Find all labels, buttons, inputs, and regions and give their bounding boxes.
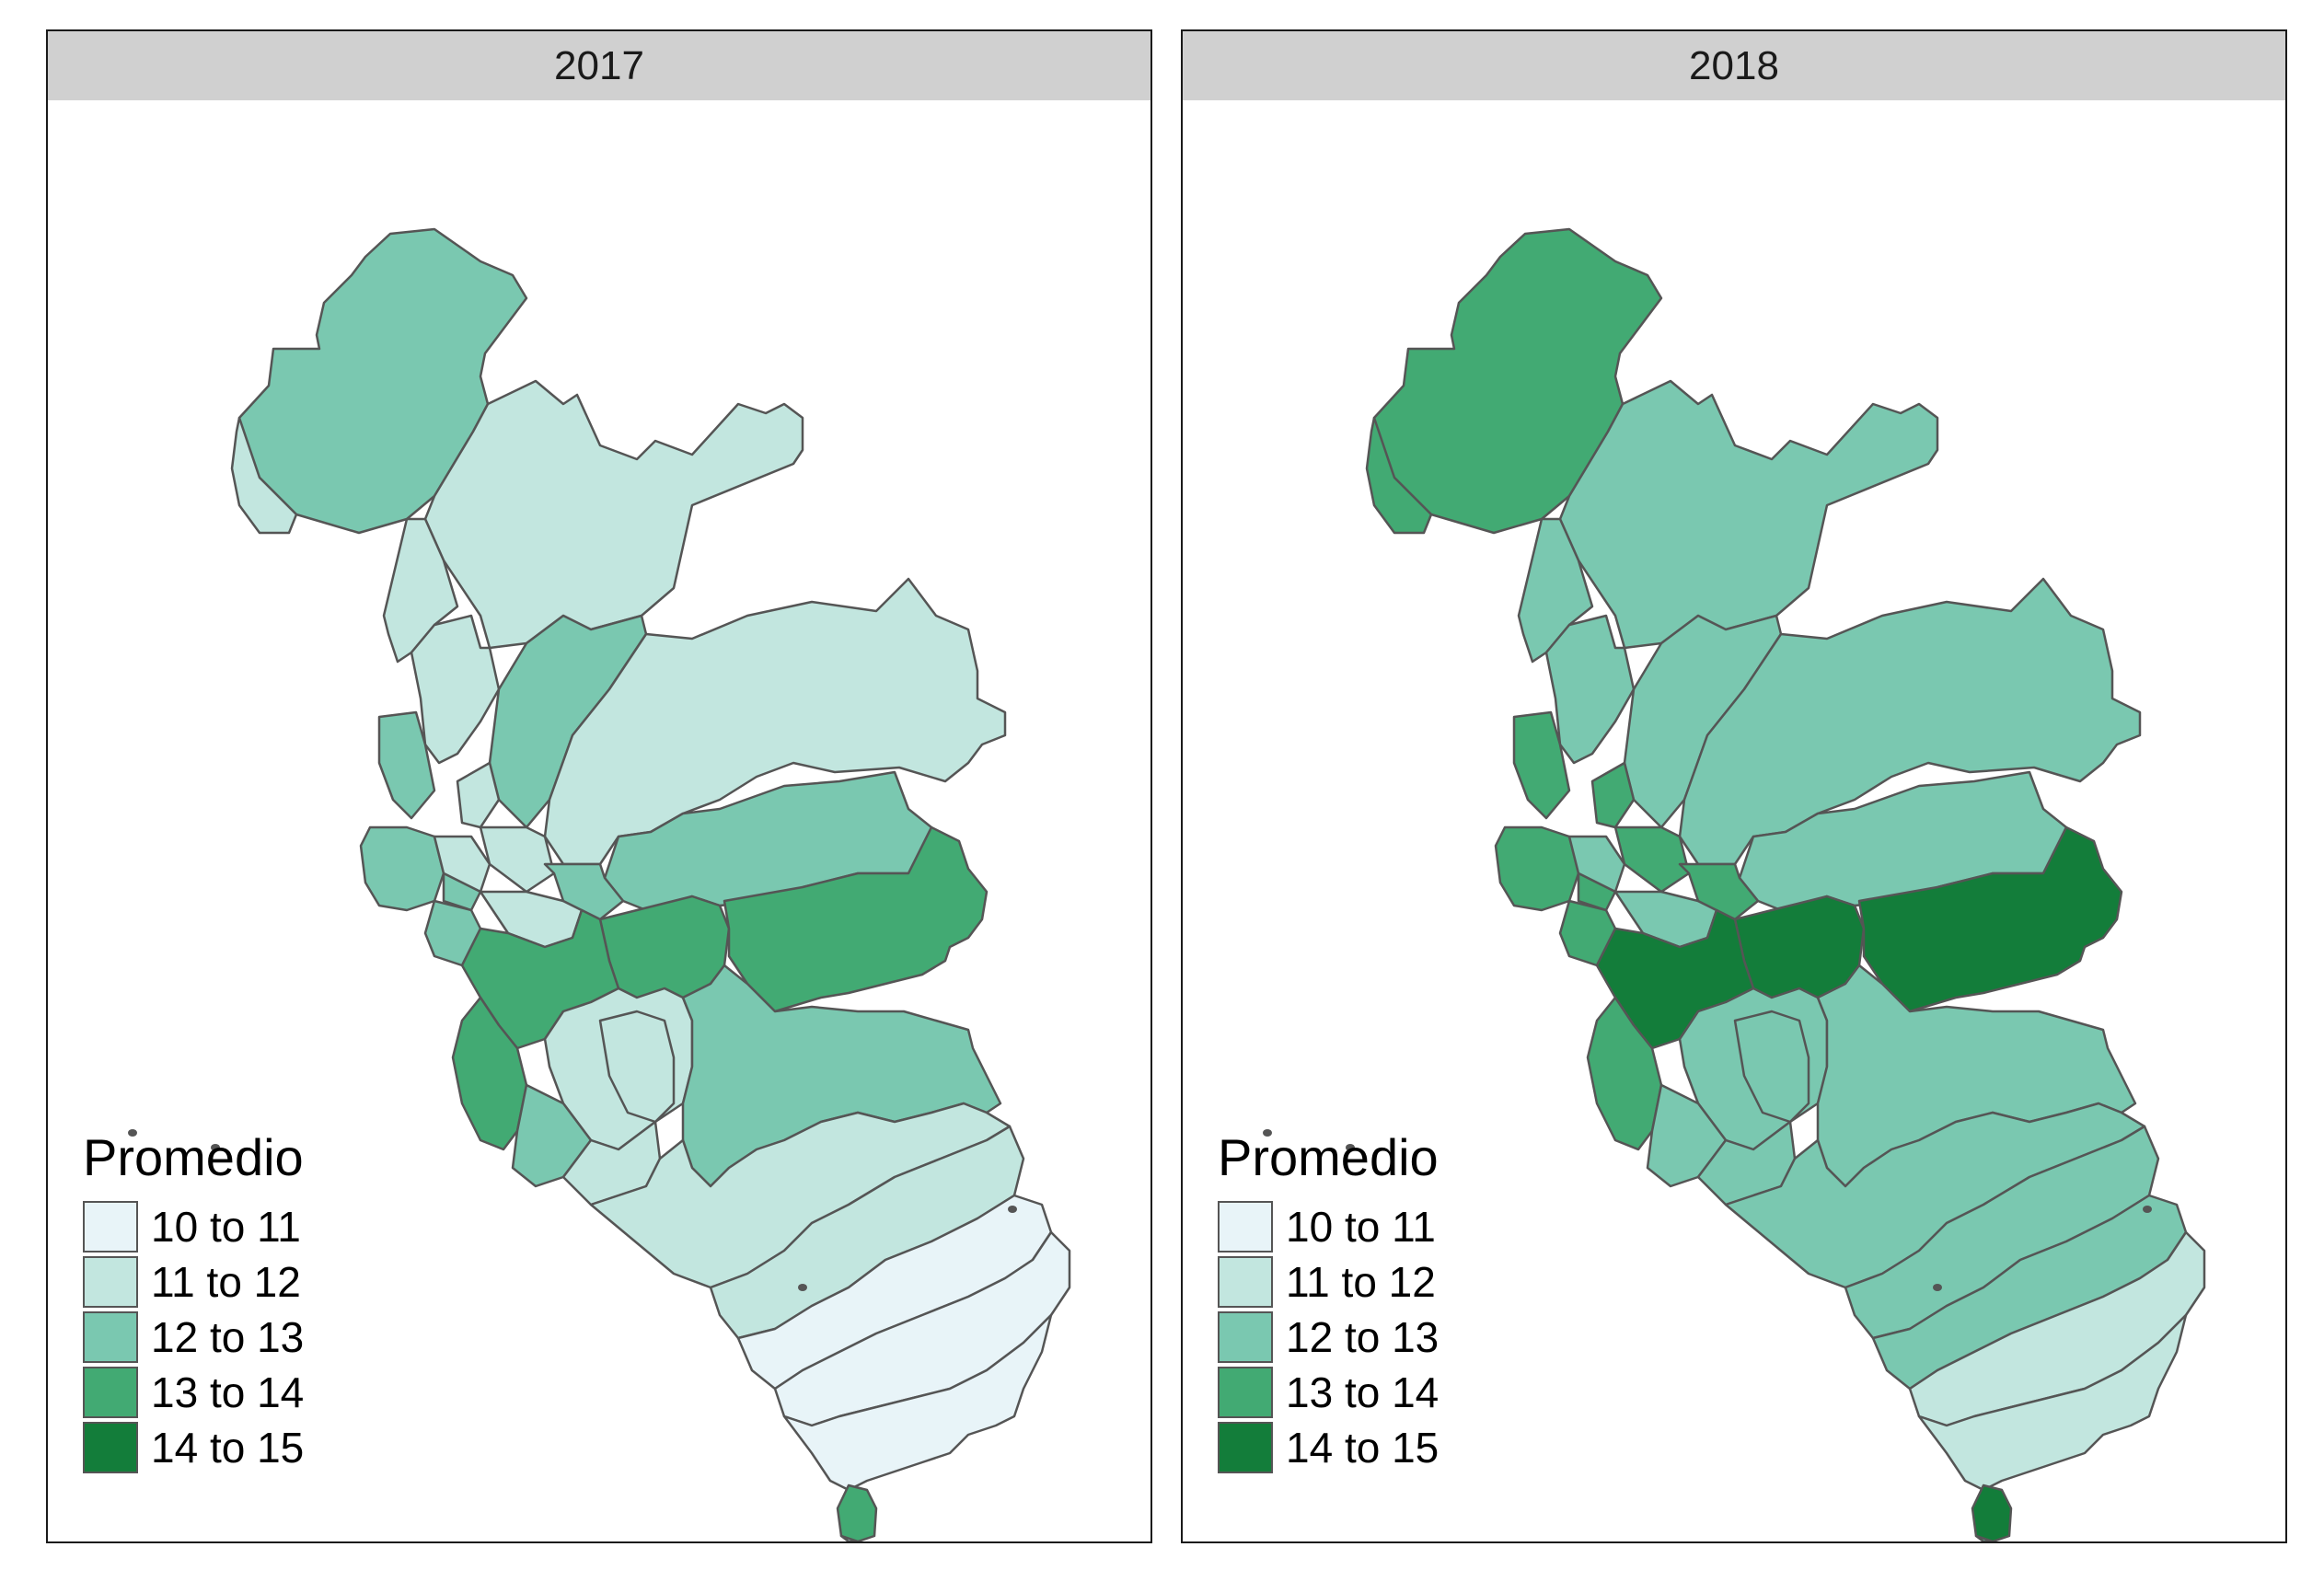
district-lima-2 xyxy=(1613,825,1691,894)
legend-label: 10 to 11 xyxy=(151,1202,301,1251)
district-north xyxy=(237,227,528,535)
district-north xyxy=(1372,227,1663,535)
legend-label: 13 to 14 xyxy=(1286,1368,1439,1416)
district-central-north xyxy=(456,761,501,829)
legend-title: Promedio xyxy=(1218,1128,1439,1186)
facet-strip: 2017 xyxy=(46,29,1152,102)
legend: Promedio 10 to 11 11 to 12 12 to 13 13 t… xyxy=(1218,1129,1439,1475)
district-tail xyxy=(1974,1534,1994,1541)
district-lima-west xyxy=(1494,825,1580,912)
district-south-a xyxy=(598,1010,676,1124)
legend-swatch xyxy=(1218,1310,1273,1363)
legend-item: 12 to 13 xyxy=(1218,1310,1439,1365)
choropleth-map xyxy=(128,227,1071,1541)
district-coast-sw2 xyxy=(1586,996,1663,1151)
island-shape xyxy=(1263,1129,1272,1137)
island-shape xyxy=(128,1129,137,1137)
island-shape xyxy=(1346,1144,1355,1151)
district-coast-a xyxy=(377,710,436,820)
district-north-central xyxy=(423,379,804,650)
legend-swatch xyxy=(1218,1200,1273,1253)
legend-item: 13 to 14 xyxy=(83,1365,304,1420)
district-east-upper xyxy=(543,577,1007,866)
legend-swatch xyxy=(83,1255,138,1308)
legend-item: 11 to 12 xyxy=(1218,1254,1439,1310)
legend-swatch xyxy=(1218,1255,1273,1308)
district-lima-1 xyxy=(1567,835,1626,894)
district-nw-coast xyxy=(1365,416,1433,535)
legend-label: 12 to 13 xyxy=(1286,1312,1439,1361)
legend-swatch xyxy=(83,1310,138,1363)
legend-swatch xyxy=(83,1366,138,1418)
district-nw-coast xyxy=(230,416,298,535)
legend: Promedio 10 to 11 11 to 12 12 to 13 13 t… xyxy=(83,1129,304,1475)
district-tail xyxy=(839,1534,860,1541)
legend-item: 12 to 13 xyxy=(83,1310,304,1365)
district-band-5 xyxy=(782,1313,1053,1492)
legend-item: 14 to 15 xyxy=(1218,1420,1439,1475)
district-tail-knob xyxy=(1971,1483,2013,1541)
island-shape xyxy=(798,1284,807,1291)
legend-item: 13 to 14 xyxy=(1218,1365,1439,1420)
district-south-a xyxy=(1733,1010,1810,1124)
legend-label: 11 to 12 xyxy=(151,1257,301,1306)
facet-year-label: 2017 xyxy=(554,42,644,88)
legend-item: 14 to 15 xyxy=(83,1420,304,1475)
map-frame: Promedio 10 to 11 11 to 12 12 to 13 13 t… xyxy=(46,100,1152,1543)
legend-label: 13 to 14 xyxy=(151,1368,305,1416)
district-north-central xyxy=(1558,379,1939,650)
island-shape xyxy=(1933,1284,1942,1291)
district-mid-west xyxy=(410,614,501,765)
legend-item: 10 to 11 xyxy=(83,1199,304,1254)
legend-title: Promedio xyxy=(83,1128,304,1186)
legend-swatch xyxy=(1218,1421,1273,1473)
facet-year-label: 2018 xyxy=(1689,42,1779,88)
district-tail-knob xyxy=(836,1483,878,1541)
district-central-north xyxy=(1590,761,1636,829)
legend-label: 14 to 15 xyxy=(151,1423,305,1472)
district-coast-a xyxy=(1512,710,1571,820)
island-shape xyxy=(211,1144,220,1151)
legend-label: 12 to 13 xyxy=(151,1312,305,1361)
district-east-upper xyxy=(1678,577,2142,866)
district-cent-a xyxy=(1733,895,1866,999)
district-lima-west xyxy=(359,825,445,912)
district-coast-sw2 xyxy=(451,996,528,1151)
legend-label: 14 to 15 xyxy=(1286,1423,1439,1472)
legend-swatch xyxy=(83,1200,138,1253)
map-panel-2018: 2018 Promedio 10 to 11 11 to 12 12 to 13… xyxy=(1181,29,2287,1543)
legend-swatch xyxy=(83,1421,138,1473)
district-lima-2 xyxy=(479,825,556,894)
district-band-5 xyxy=(1917,1313,2188,1492)
legend-label: 11 to 12 xyxy=(1286,1257,1436,1306)
facet-strip: 2018 xyxy=(1181,29,2287,102)
island-shape xyxy=(1008,1206,1017,1213)
legend-item: 11 to 12 xyxy=(83,1254,304,1310)
choropleth-map xyxy=(1263,227,2206,1541)
map-frame: Promedio 10 to 11 11 to 12 12 to 13 13 t… xyxy=(1181,100,2287,1543)
district-cent-a xyxy=(598,895,731,999)
legend-swatch xyxy=(1218,1366,1273,1418)
map-panel-2017: 2017 Promedio 10 to 11 11 to 12 12 to 13… xyxy=(46,29,1152,1543)
legend-item: 10 to 11 xyxy=(1218,1199,1439,1254)
district-mid-west xyxy=(1544,614,1636,765)
legend-label: 10 to 11 xyxy=(1286,1202,1436,1251)
district-lima-1 xyxy=(433,835,491,894)
island-shape xyxy=(2143,1206,2152,1213)
